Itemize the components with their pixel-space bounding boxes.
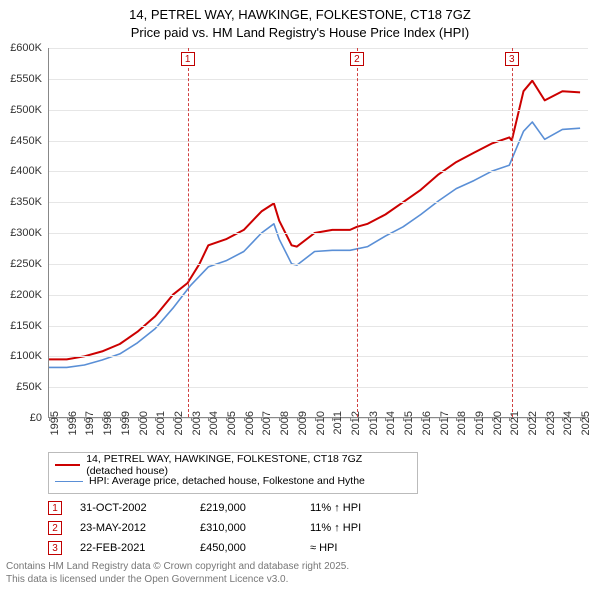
- x-axis-tick-label: 2003: [191, 411, 203, 435]
- x-axis-tick-label: 2023: [545, 411, 557, 435]
- gridline-horizontal: [49, 141, 588, 142]
- x-axis-tick-label: 2020: [492, 411, 504, 435]
- y-axis-tick-label: £0: [0, 412, 42, 424]
- legend-label: 14, PETREL WAY, HAWKINGE, FOLKESTONE, CT…: [86, 453, 411, 477]
- x-axis-tick-label: 2018: [456, 411, 468, 435]
- y-axis-tick-label: £50K: [0, 381, 42, 393]
- legend-item: 14, PETREL WAY, HAWKINGE, FOLKESTONE, CT…: [55, 457, 411, 473]
- event-price: £450,000: [200, 542, 310, 554]
- x-axis-tick-label: 2004: [208, 411, 220, 435]
- event-marker-box: 1: [181, 52, 195, 66]
- x-axis-tick-label: 2006: [244, 411, 256, 435]
- gridline-horizontal: [49, 326, 588, 327]
- x-axis-tick-label: 2024: [562, 411, 574, 435]
- gridline-horizontal: [49, 233, 588, 234]
- gridline-horizontal: [49, 202, 588, 203]
- gridline-horizontal: [49, 48, 588, 49]
- event-marker-number: 2: [48, 521, 62, 535]
- gridline-horizontal: [49, 171, 588, 172]
- event-marker-box: 2: [350, 52, 364, 66]
- gridline-horizontal: [49, 264, 588, 265]
- event-marker-box: 3: [505, 52, 519, 66]
- event-marker-number: 3: [48, 541, 62, 555]
- event-marker-line: [512, 48, 513, 417]
- series-line-price_paid: [49, 81, 580, 360]
- title-line-2: Price paid vs. HM Land Registry's House …: [0, 24, 600, 42]
- y-axis-tick-label: £350K: [0, 196, 42, 208]
- x-axis-tick-label: 2015: [403, 411, 415, 435]
- y-axis-tick-label: £550K: [0, 73, 42, 85]
- x-axis-tick-label: 2009: [297, 411, 309, 435]
- x-axis-tick-label: 1997: [84, 411, 96, 435]
- x-axis-tick-label: 2011: [332, 411, 344, 435]
- y-axis-tick-label: £100K: [0, 350, 42, 362]
- event-marker-line: [357, 48, 358, 417]
- events-table: 1 31-OCT-2002 £219,000 11% ↑ HPI 2 23-MA…: [48, 498, 528, 558]
- gridline-horizontal: [49, 79, 588, 80]
- y-axis-tick-label: £500K: [0, 104, 42, 116]
- y-axis-tick-label: £600K: [0, 42, 42, 54]
- x-axis-tick-label: 1996: [67, 411, 79, 435]
- gridline-horizontal: [49, 356, 588, 357]
- series-line-hpi: [49, 122, 580, 367]
- y-axis-tick-label: £200K: [0, 289, 42, 301]
- x-axis-tick-label: 1998: [102, 411, 114, 435]
- legend-swatch: [55, 481, 83, 482]
- gridline-horizontal: [49, 295, 588, 296]
- x-axis-tick-label: 2022: [527, 411, 539, 435]
- x-axis-tick-label: 2019: [474, 411, 486, 435]
- y-axis-tick-label: £450K: [0, 135, 42, 147]
- y-axis-tick-label: £300K: [0, 227, 42, 239]
- x-axis-tick-label: 2013: [368, 411, 380, 435]
- legend-label: HPI: Average price, detached house, Folk…: [89, 475, 365, 487]
- chart-area: £0£50K£100K£150K£200K£250K£300K£350K£400…: [48, 48, 588, 418]
- event-row: 3 22-FEB-2021 £450,000 ≈ HPI: [48, 538, 528, 558]
- footer-line-2: This data is licensed under the Open Gov…: [6, 574, 594, 587]
- x-axis-tick-label: 2010: [315, 411, 327, 435]
- x-axis-tick-label: 2014: [385, 411, 397, 435]
- event-hpi-delta: 11% ↑ HPI: [310, 522, 430, 534]
- event-price: £310,000: [200, 522, 310, 534]
- x-axis-tick-label: 2016: [421, 411, 433, 435]
- event-price: £219,000: [200, 502, 310, 514]
- gridline-horizontal: [49, 387, 588, 388]
- x-axis-tick-label: 2007: [261, 411, 273, 435]
- x-axis-tick-label: 2025: [580, 411, 592, 435]
- event-hpi-delta: ≈ HPI: [310, 542, 430, 554]
- footer-line-1: Contains HM Land Registry data © Crown c…: [6, 561, 594, 574]
- x-axis-tick-label: 2001: [155, 411, 167, 435]
- legend-box: 14, PETREL WAY, HAWKINGE, FOLKESTONE, CT…: [48, 452, 418, 494]
- footer-attribution: Contains HM Land Registry data © Crown c…: [6, 561, 594, 586]
- x-axis-tick-label: 2002: [173, 411, 185, 435]
- chart-title-block: 14, PETREL WAY, HAWKINGE, FOLKESTONE, CT…: [0, 0, 600, 43]
- event-hpi-delta: 11% ↑ HPI: [310, 502, 430, 514]
- x-axis-tick-label: 1995: [49, 411, 61, 435]
- title-line-1: 14, PETREL WAY, HAWKINGE, FOLKESTONE, CT…: [0, 6, 600, 24]
- gridline-horizontal: [49, 110, 588, 111]
- x-axis-tick-label: 2008: [279, 411, 291, 435]
- y-axis-tick-label: £250K: [0, 258, 42, 270]
- y-axis-tick-label: £150K: [0, 320, 42, 332]
- x-axis-tick-label: 1999: [120, 411, 132, 435]
- plot-region: £0£50K£100K£150K£200K£250K£300K£350K£400…: [48, 48, 588, 418]
- event-row: 1 31-OCT-2002 £219,000 11% ↑ HPI: [48, 498, 528, 518]
- event-row: 2 23-MAY-2012 £310,000 11% ↑ HPI: [48, 518, 528, 538]
- legend-swatch: [55, 464, 80, 466]
- event-date: 22-FEB-2021: [80, 542, 200, 554]
- legend-item: HPI: Average price, detached house, Folk…: [55, 473, 411, 489]
- x-axis-tick-label: 2017: [439, 411, 451, 435]
- x-axis-tick-label: 2000: [138, 411, 150, 435]
- event-date: 23-MAY-2012: [80, 522, 200, 534]
- x-axis-tick-label: 2005: [226, 411, 238, 435]
- event-marker-line: [188, 48, 189, 417]
- event-marker-number: 1: [48, 501, 62, 515]
- y-axis-tick-label: £400K: [0, 165, 42, 177]
- event-date: 31-OCT-2002: [80, 502, 200, 514]
